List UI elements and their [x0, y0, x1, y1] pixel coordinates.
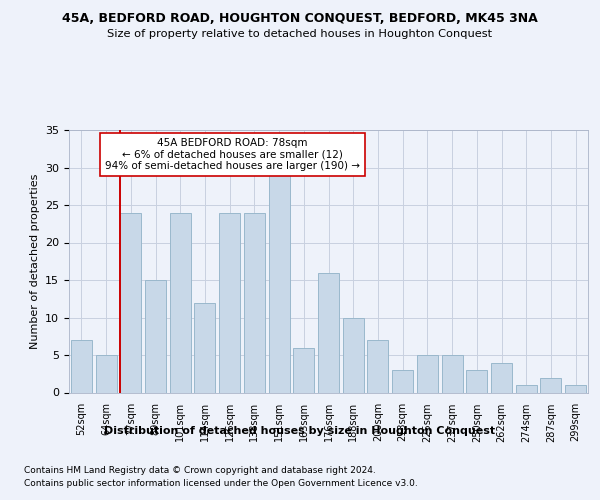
Bar: [244, 212, 265, 392]
Bar: [541, 378, 562, 392]
Bar: [71, 340, 92, 392]
Bar: [466, 370, 487, 392]
Bar: [219, 212, 240, 392]
Bar: [565, 385, 586, 392]
Bar: [293, 348, 314, 393]
Bar: [145, 280, 166, 392]
Bar: [194, 302, 215, 392]
Y-axis label: Number of detached properties: Number of detached properties: [29, 174, 40, 349]
Bar: [318, 272, 339, 392]
Text: Distribution of detached houses by size in Houghton Conquest: Distribution of detached houses by size …: [104, 426, 496, 436]
Bar: [367, 340, 388, 392]
Text: Contains HM Land Registry data © Crown copyright and database right 2024.: Contains HM Land Registry data © Crown c…: [24, 466, 376, 475]
Bar: [170, 212, 191, 392]
Bar: [269, 175, 290, 392]
Bar: [120, 212, 141, 392]
Bar: [417, 355, 438, 393]
Bar: [442, 355, 463, 393]
Bar: [491, 362, 512, 392]
Bar: [392, 370, 413, 392]
Text: Contains public sector information licensed under the Open Government Licence v3: Contains public sector information licen…: [24, 479, 418, 488]
Text: 45A BEDFORD ROAD: 78sqm
← 6% of detached houses are smaller (12)
94% of semi-det: 45A BEDFORD ROAD: 78sqm ← 6% of detached…: [105, 138, 360, 171]
Text: 45A, BEDFORD ROAD, HOUGHTON CONQUEST, BEDFORD, MK45 3NA: 45A, BEDFORD ROAD, HOUGHTON CONQUEST, BE…: [62, 12, 538, 26]
Bar: [343, 318, 364, 392]
Bar: [516, 385, 537, 392]
Bar: [95, 355, 116, 393]
Text: Size of property relative to detached houses in Houghton Conquest: Size of property relative to detached ho…: [107, 29, 493, 39]
